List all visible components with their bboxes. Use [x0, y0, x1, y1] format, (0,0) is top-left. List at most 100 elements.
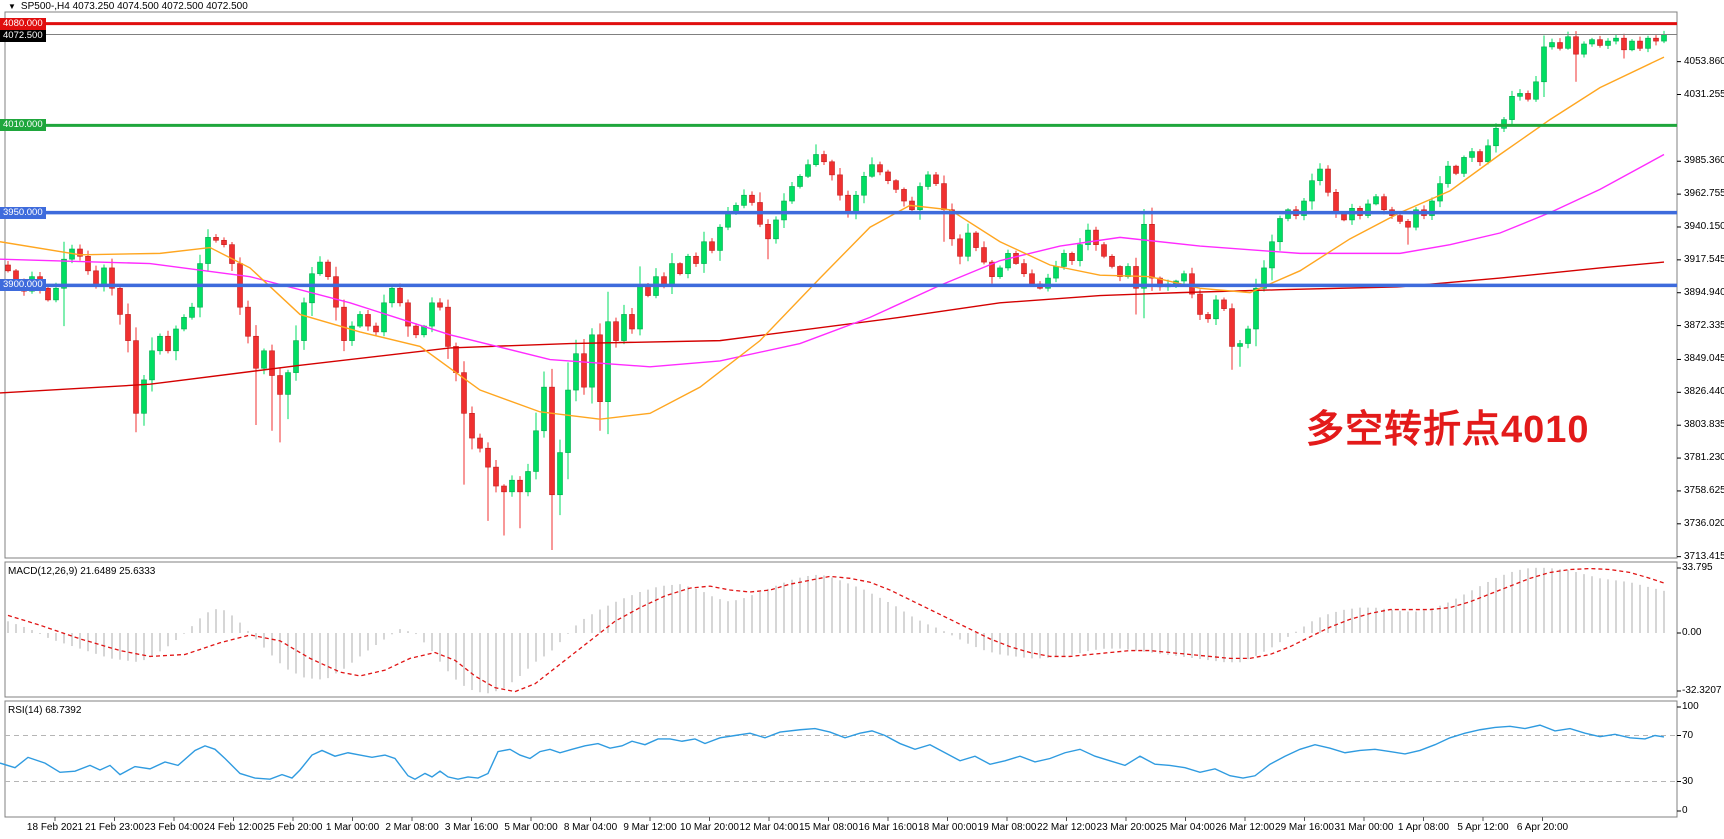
candle	[989, 261, 995, 277]
candle	[357, 314, 363, 327]
candle	[429, 302, 435, 327]
panel-separator-rsi[interactable]	[0, 697, 1677, 701]
candle	[1093, 229, 1099, 245]
candle	[917, 186, 923, 211]
candle	[693, 255, 699, 264]
candle	[397, 287, 403, 304]
time-axis[interactable]	[0, 817, 1677, 839]
candle	[1629, 40, 1635, 51]
candle	[893, 180, 899, 190]
candle	[133, 340, 139, 414]
candle	[821, 154, 827, 163]
macd-indicator-label: MACD(12,26,9) 21.6489 25.6333	[8, 566, 156, 577]
candle	[525, 471, 531, 493]
candle	[1461, 157, 1467, 174]
candle	[837, 174, 843, 196]
candle	[285, 372, 291, 395]
candle	[1229, 308, 1235, 347]
candle	[581, 353, 587, 388]
candle	[973, 232, 979, 248]
ma-red-slow	[0, 261, 1665, 394]
candle	[1325, 168, 1331, 193]
candle	[53, 287, 59, 301]
candle	[533, 430, 539, 472]
candle	[861, 176, 867, 196]
candle	[117, 287, 123, 315]
candle	[1413, 209, 1419, 228]
candle	[597, 334, 603, 402]
candle	[797, 176, 803, 187]
rsi-indicator-label: RSI(14) 68.7392	[8, 705, 82, 716]
candle	[717, 226, 723, 251]
candle	[1589, 39, 1595, 45]
candle	[1509, 96, 1515, 120]
candle	[77, 248, 83, 257]
candle	[501, 485, 507, 493]
candle	[1557, 42, 1563, 49]
candle	[813, 154, 819, 165]
candle	[1445, 165, 1451, 184]
candle	[317, 261, 323, 275]
candle	[1573, 36, 1579, 55]
candle	[1261, 267, 1267, 289]
candle	[1453, 165, 1459, 174]
candle	[277, 375, 283, 395]
rsi-panel-area[interactable]	[5, 701, 1677, 817]
annotation-text[interactable]: 多空转折点4010	[1306, 409, 1590, 451]
candle	[1365, 203, 1371, 216]
candle	[701, 241, 707, 264]
candle	[1085, 229, 1091, 245]
candle	[877, 164, 883, 173]
candle	[45, 287, 51, 301]
candle	[789, 186, 795, 202]
candle	[1237, 343, 1243, 347]
candle	[1141, 223, 1147, 289]
symbol-ohlc-info: SP500-,H4 4073.250 4074.500 4072.500 407…	[20, 1, 248, 12]
candle	[1149, 223, 1155, 279]
candle	[981, 247, 987, 263]
candle	[1581, 43, 1587, 55]
candle	[413, 325, 419, 336]
candle	[1549, 42, 1555, 48]
candle	[269, 350, 275, 376]
main-chart-area[interactable]	[5, 12, 1677, 558]
candle	[389, 287, 395, 304]
candle	[181, 317, 187, 330]
candle	[1245, 328, 1251, 344]
candle	[157, 335, 163, 352]
candle	[1613, 37, 1619, 42]
candle	[1269, 241, 1275, 269]
candle	[333, 276, 339, 308]
candle	[61, 258, 67, 289]
candle	[5, 264, 11, 272]
candle	[1525, 93, 1531, 100]
candle	[1637, 40, 1643, 49]
candle	[1013, 253, 1019, 264]
candle	[1045, 277, 1051, 289]
candle	[253, 335, 259, 369]
candle	[949, 209, 955, 240]
candle	[1317, 168, 1323, 181]
price-axis[interactable]	[1677, 0, 1724, 839]
panel-separator-macd[interactable]	[0, 558, 1677, 562]
rsi-panel-frame	[4, 700, 1678, 818]
candles-layer	[5, 30, 1667, 551]
candle	[1485, 145, 1491, 163]
candle	[461, 372, 467, 414]
candle	[1109, 255, 1115, 267]
candle	[925, 174, 931, 187]
candle	[685, 255, 691, 275]
candle	[573, 353, 579, 391]
candle	[749, 194, 755, 203]
candle	[677, 263, 683, 275]
candle	[605, 321, 611, 402]
macd-panel-area[interactable]	[5, 562, 1677, 697]
candle	[1381, 196, 1387, 211]
macd-signal-line	[7, 567, 1665, 693]
candle	[309, 273, 315, 304]
candle	[1069, 253, 1075, 261]
macd-panel-frame	[4, 561, 1678, 698]
candle	[1205, 314, 1211, 320]
candle	[1373, 196, 1379, 205]
